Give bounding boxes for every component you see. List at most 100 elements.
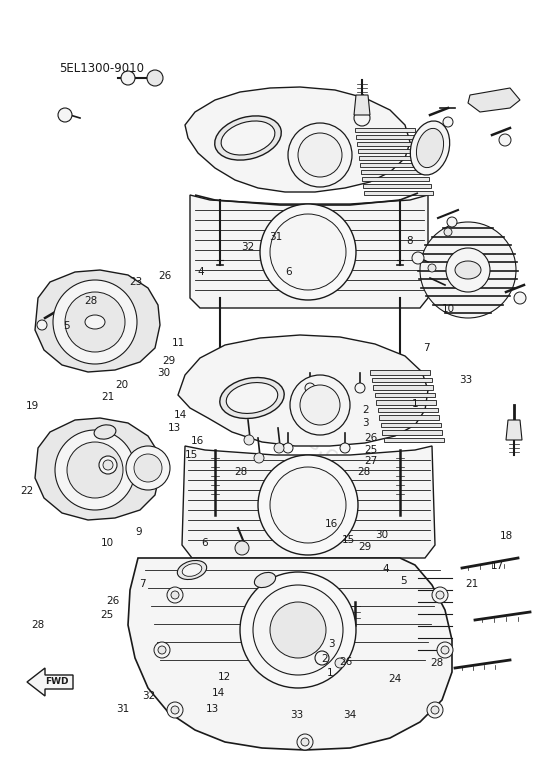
Circle shape bbox=[121, 71, 135, 85]
Circle shape bbox=[244, 435, 254, 445]
Ellipse shape bbox=[254, 573, 276, 587]
Circle shape bbox=[103, 460, 113, 470]
Ellipse shape bbox=[417, 128, 444, 168]
Polygon shape bbox=[371, 377, 432, 382]
Circle shape bbox=[270, 602, 326, 658]
Text: 15: 15 bbox=[185, 450, 198, 459]
Text: 19: 19 bbox=[26, 401, 39, 410]
Circle shape bbox=[270, 214, 346, 290]
Text: 9: 9 bbox=[136, 527, 142, 536]
Circle shape bbox=[447, 217, 457, 227]
Circle shape bbox=[420, 222, 516, 318]
Ellipse shape bbox=[455, 261, 481, 279]
Circle shape bbox=[437, 642, 453, 658]
Text: www.jimparts.com: www.jimparts.com bbox=[190, 352, 370, 487]
Polygon shape bbox=[375, 393, 435, 397]
Circle shape bbox=[235, 541, 249, 555]
Circle shape bbox=[441, 646, 449, 654]
Polygon shape bbox=[357, 142, 419, 146]
Text: 10: 10 bbox=[441, 305, 455, 314]
Text: 27: 27 bbox=[364, 457, 377, 466]
Text: 29: 29 bbox=[162, 356, 176, 366]
Circle shape bbox=[288, 123, 352, 187]
Text: 1: 1 bbox=[412, 399, 419, 408]
Polygon shape bbox=[380, 423, 441, 427]
Text: 31: 31 bbox=[116, 704, 130, 713]
Text: 15: 15 bbox=[342, 535, 355, 544]
Polygon shape bbox=[384, 438, 444, 442]
Polygon shape bbox=[356, 135, 417, 139]
Circle shape bbox=[305, 383, 315, 393]
Circle shape bbox=[147, 70, 163, 86]
Text: 26: 26 bbox=[364, 434, 377, 443]
Text: 4: 4 bbox=[197, 267, 204, 277]
Text: 25: 25 bbox=[100, 610, 113, 619]
Text: 28: 28 bbox=[430, 659, 444, 668]
Polygon shape bbox=[35, 418, 160, 520]
Text: 11: 11 bbox=[171, 339, 185, 348]
Text: 25: 25 bbox=[364, 445, 377, 455]
Circle shape bbox=[274, 443, 284, 453]
Text: 20: 20 bbox=[115, 380, 129, 390]
Polygon shape bbox=[182, 446, 435, 558]
Circle shape bbox=[427, 702, 443, 718]
Polygon shape bbox=[178, 335, 428, 446]
Polygon shape bbox=[373, 385, 433, 390]
Ellipse shape bbox=[410, 121, 450, 175]
Text: 34: 34 bbox=[343, 710, 357, 720]
Text: 14: 14 bbox=[174, 410, 187, 420]
Polygon shape bbox=[190, 195, 428, 308]
Text: 16: 16 bbox=[325, 519, 338, 529]
Polygon shape bbox=[370, 370, 430, 374]
Text: 29: 29 bbox=[358, 543, 372, 552]
Text: 16: 16 bbox=[190, 436, 204, 445]
Circle shape bbox=[55, 430, 135, 510]
Text: FWD: FWD bbox=[45, 677, 69, 686]
Ellipse shape bbox=[85, 315, 105, 329]
Polygon shape bbox=[376, 400, 436, 404]
Polygon shape bbox=[354, 95, 370, 115]
Circle shape bbox=[65, 292, 125, 352]
Text: 33: 33 bbox=[290, 710, 304, 720]
Circle shape bbox=[444, 228, 452, 236]
Text: 3: 3 bbox=[362, 418, 368, 427]
Circle shape bbox=[499, 134, 511, 146]
Text: 5: 5 bbox=[400, 577, 407, 586]
Circle shape bbox=[158, 646, 166, 654]
Polygon shape bbox=[362, 177, 429, 181]
Circle shape bbox=[431, 706, 439, 714]
Text: 23: 23 bbox=[129, 278, 142, 287]
Circle shape bbox=[134, 454, 162, 482]
Circle shape bbox=[167, 587, 183, 603]
Circle shape bbox=[443, 117, 453, 127]
Polygon shape bbox=[27, 668, 73, 696]
Circle shape bbox=[260, 204, 356, 300]
Text: 17: 17 bbox=[491, 561, 504, 570]
Ellipse shape bbox=[214, 116, 281, 160]
Circle shape bbox=[301, 738, 309, 746]
Text: 31: 31 bbox=[269, 233, 282, 242]
Circle shape bbox=[154, 642, 170, 658]
Text: 28: 28 bbox=[357, 467, 371, 476]
Text: 7: 7 bbox=[139, 579, 146, 588]
Polygon shape bbox=[360, 163, 425, 167]
Text: 28: 28 bbox=[31, 620, 45, 629]
Polygon shape bbox=[382, 430, 442, 434]
Ellipse shape bbox=[94, 425, 116, 439]
Circle shape bbox=[412, 252, 424, 264]
Circle shape bbox=[258, 455, 358, 555]
Text: 13: 13 bbox=[168, 424, 181, 433]
Polygon shape bbox=[506, 420, 522, 440]
Circle shape bbox=[432, 587, 448, 603]
Polygon shape bbox=[379, 415, 439, 420]
Text: 26: 26 bbox=[339, 658, 353, 667]
Circle shape bbox=[167, 702, 183, 718]
Circle shape bbox=[126, 446, 170, 490]
Text: 21: 21 bbox=[465, 580, 478, 589]
Ellipse shape bbox=[221, 121, 275, 155]
Polygon shape bbox=[185, 87, 410, 192]
Circle shape bbox=[53, 280, 137, 364]
Circle shape bbox=[290, 375, 350, 435]
Text: 12: 12 bbox=[217, 673, 231, 682]
Text: 26: 26 bbox=[158, 271, 172, 281]
